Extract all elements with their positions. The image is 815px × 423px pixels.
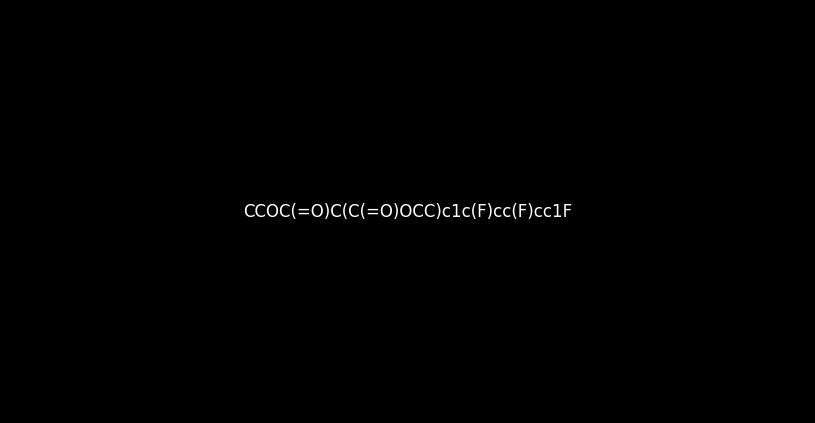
Text: CCOC(=O)C(C(=O)OCC)c1c(F)cc(F)cc1F: CCOC(=O)C(C(=O)OCC)c1c(F)cc(F)cc1F — [243, 203, 572, 220]
